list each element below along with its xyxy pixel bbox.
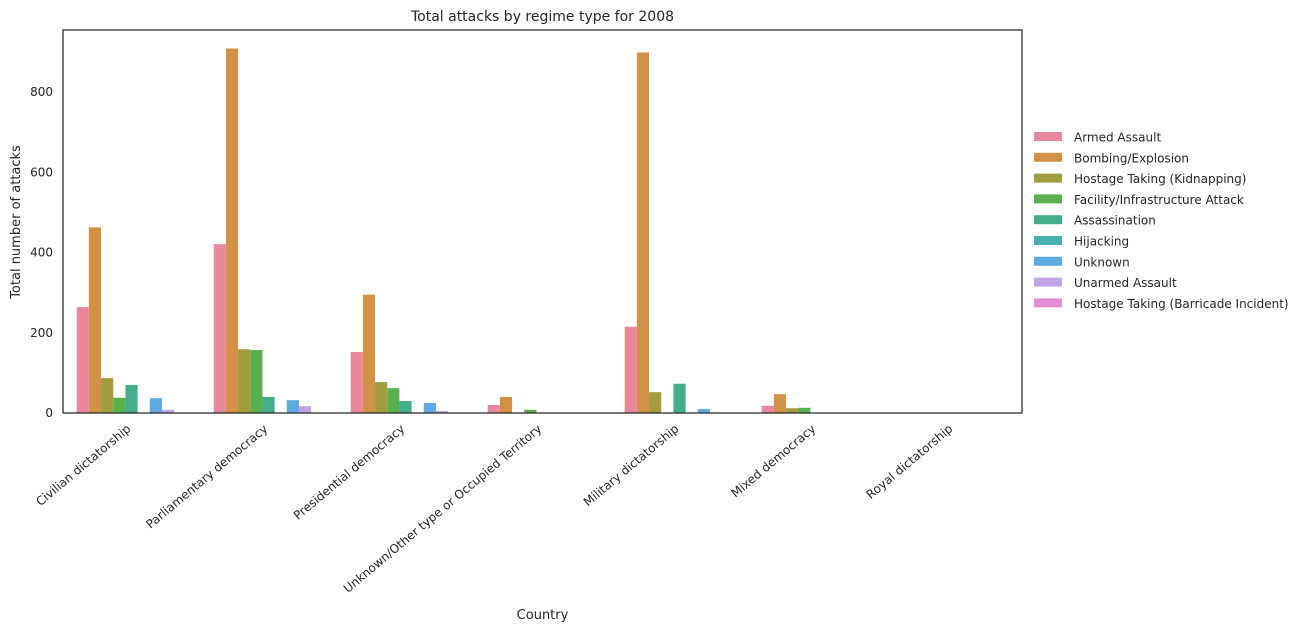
legend-swatch bbox=[1034, 298, 1062, 308]
chart-title: Total attacks by regime type for 2008 bbox=[410, 9, 674, 25]
bar bbox=[649, 392, 662, 413]
y-tick-label: 400 bbox=[30, 246, 53, 260]
bar bbox=[399, 400, 412, 413]
legend-swatch bbox=[1034, 215, 1062, 225]
bar bbox=[786, 408, 799, 413]
legend-label: Facility/Infrastructure Attack bbox=[1074, 193, 1244, 207]
bar bbox=[250, 350, 263, 413]
bar bbox=[673, 383, 686, 413]
legend-label: Armed Assault bbox=[1074, 131, 1161, 145]
legend-swatch bbox=[1034, 277, 1062, 287]
bar bbox=[524, 409, 537, 413]
bar bbox=[225, 48, 239, 413]
bar bbox=[798, 407, 811, 413]
legend-label: Hostage Taking (Kidnapping) bbox=[1074, 172, 1246, 186]
bar bbox=[636, 52, 650, 413]
x-tick-label: Mixed democracy bbox=[728, 422, 818, 501]
bar bbox=[487, 404, 500, 413]
bar bbox=[362, 294, 376, 413]
bar bbox=[761, 405, 774, 413]
bar bbox=[387, 388, 400, 413]
x-tick-label: Civilian dictatorship bbox=[33, 422, 133, 509]
legend: Armed Assault Bombing/Explosion Hostage Ta… bbox=[1034, 131, 1289, 311]
legend-swatch bbox=[1034, 194, 1062, 204]
y-tick-label: 600 bbox=[30, 165, 53, 179]
bar bbox=[101, 378, 114, 413]
legend-swatch bbox=[1034, 236, 1062, 245]
bar bbox=[697, 408, 710, 413]
legend-label: Hijacking bbox=[1074, 235, 1129, 249]
y-axis-ticks: 0 200 400 600 800 bbox=[30, 85, 53, 420]
bar bbox=[262, 396, 275, 413]
bar bbox=[499, 396, 513, 413]
bars-layer bbox=[76, 48, 811, 413]
legend-swatch bbox=[1034, 132, 1062, 141]
y-tick-label: 800 bbox=[30, 85, 53, 99]
bar bbox=[88, 227, 102, 413]
bar bbox=[213, 244, 226, 413]
bar bbox=[76, 307, 89, 413]
bar bbox=[375, 382, 388, 413]
bar bbox=[113, 397, 126, 413]
legend-label: Hostage Taking (Barricade Incident) bbox=[1074, 297, 1289, 311]
bar bbox=[125, 384, 138, 413]
legend-swatch bbox=[1034, 256, 1062, 266]
legend-label: Unarmed Assault bbox=[1074, 276, 1177, 290]
legend-label: Assassination bbox=[1074, 214, 1156, 228]
bar bbox=[149, 398, 162, 413]
bar bbox=[435, 410, 449, 413]
bar bbox=[624, 326, 637, 413]
legend-label: Unknown bbox=[1074, 255, 1130, 269]
bar bbox=[423, 402, 436, 413]
x-tick-label: Military dictatorship bbox=[581, 422, 682, 510]
bar bbox=[286, 400, 299, 413]
bar bbox=[773, 394, 787, 413]
legend-label: Bombing/Explosion bbox=[1074, 151, 1189, 165]
x-axis-label: Country bbox=[517, 608, 569, 623]
y-tick-label: 0 bbox=[45, 406, 53, 420]
legend-swatch bbox=[1034, 173, 1062, 183]
bar bbox=[298, 406, 312, 413]
plot-frame bbox=[62, 29, 1023, 414]
x-axis-ticks: Civilian dictatorship Parliamentary democ… bbox=[33, 422, 955, 596]
bar bbox=[238, 349, 251, 413]
bar bbox=[350, 352, 363, 413]
legend-swatch bbox=[1034, 152, 1062, 162]
x-tick-label: Royal dictatorship bbox=[864, 422, 956, 502]
bar bbox=[161, 409, 175, 413]
y-tick-label: 200 bbox=[30, 326, 53, 340]
x-tick-label: Parliamentary democracy bbox=[143, 422, 270, 532]
x-tick-label: Presidential democracy bbox=[291, 422, 408, 523]
y-axis-label: Total number of attacks bbox=[9, 145, 24, 300]
